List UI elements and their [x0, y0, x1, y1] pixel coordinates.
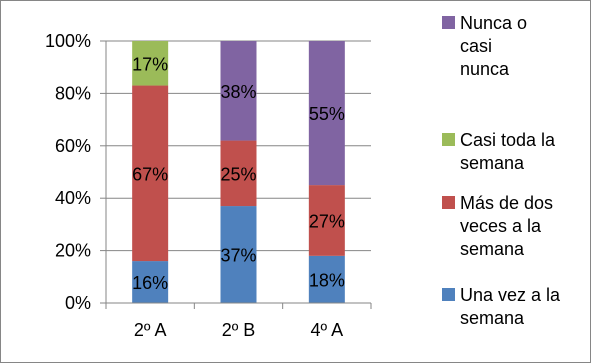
bar-segment — [308, 41, 345, 186]
bar-segment — [308, 185, 345, 256]
data-label: 17% — [132, 54, 168, 74]
data-label: 37% — [220, 246, 256, 266]
bar-segment — [308, 255, 345, 303]
data-label: 25% — [220, 164, 256, 184]
legend-label: semana — [460, 308, 525, 328]
y-tick-label: 60% — [55, 136, 91, 156]
x-tick-label: 2º A — [134, 320, 167, 340]
bar-segment — [132, 85, 169, 262]
legend-label: semana — [460, 239, 525, 259]
bar-segment — [220, 140, 257, 207]
bar-segment — [132, 261, 169, 303]
data-label: 16% — [132, 273, 168, 293]
x-tick-label: 2º B — [222, 320, 256, 340]
y-tick-label: 40% — [55, 188, 91, 208]
legend-label: Nunca o — [460, 13, 527, 33]
bars — [132, 41, 345, 303]
data-label: 55% — [309, 104, 345, 124]
y-tick-label: 80% — [55, 83, 91, 103]
legend-swatch — [442, 16, 455, 29]
legend-swatch — [442, 196, 455, 209]
legend-label: nunca — [460, 59, 510, 79]
legend-label: Casi toda la — [460, 130, 556, 150]
bar-segment — [220, 206, 257, 303]
x-tick-label: 4º A — [311, 320, 344, 340]
legend-label: Una vez a la — [460, 285, 561, 305]
data-label: 38% — [220, 82, 256, 102]
legend-swatch — [442, 133, 455, 146]
legend-label: semana — [460, 153, 525, 173]
data-label: 27% — [309, 211, 345, 231]
bar-segment — [132, 41, 169, 86]
data-label: 67% — [132, 164, 168, 184]
y-tick-label: 100% — [45, 31, 91, 51]
legend-label: Más de dos — [460, 193, 553, 213]
bar-segment — [220, 41, 257, 141]
legend-label: casi — [460, 36, 492, 56]
y-axis-tick-labels: 0% 20% 40% 60% 80% 100% — [45, 31, 91, 313]
legend-label: veces a la — [460, 216, 542, 236]
data-label: 18% — [309, 270, 345, 290]
y-tick-label: 20% — [55, 241, 91, 261]
axes — [100, 40, 372, 309]
y-tick-label: 0% — [65, 293, 91, 313]
x-axis-tick-labels: 2º A 2º B 4º A — [134, 320, 343, 340]
data-labels: 16% 67% 17% 37% 25% 38% 18% 27% 55% — [132, 54, 345, 293]
legend: Nunca o casi nunca Casi toda la semana Más de… — [442, 13, 561, 328]
legend-swatch — [442, 288, 455, 301]
